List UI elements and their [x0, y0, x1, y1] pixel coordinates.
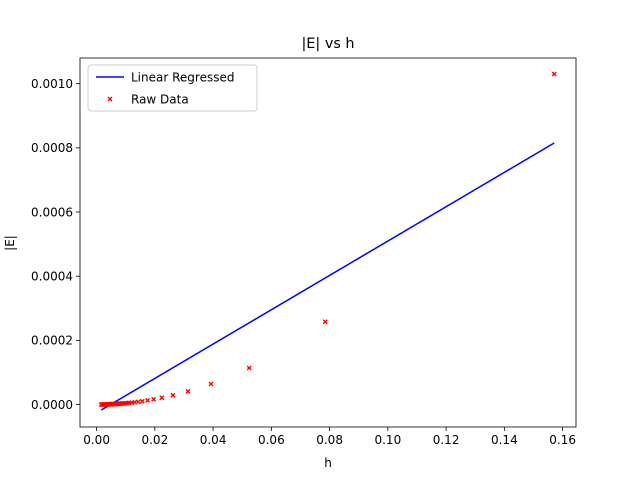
chart-title: |E| vs h: [301, 36, 354, 52]
x-axis-label: h: [324, 456, 332, 470]
x-axis-ticks: 0.00 0.02 0.04 0.06 0.08 0.10 0.12 0.14 0.16: [83, 427, 576, 447]
y-tick-label: 0.0002: [31, 334, 73, 348]
raw-data-point: [246, 365, 252, 371]
x-tick-label: 0.08: [316, 433, 343, 447]
x-tick-label: 0.06: [258, 433, 285, 447]
plot-frame: [79, 57, 577, 428]
raw-data-point: [159, 395, 165, 401]
raw-data-point: [151, 396, 157, 402]
y-axis-label: |E|: [3, 235, 17, 251]
x-tick-label: 0.16: [549, 433, 576, 447]
y-tick-label: 0.0000: [31, 398, 73, 412]
raw-data-point: [551, 71, 557, 77]
raw-data-point: [170, 392, 176, 398]
y-tick-label: 0.0008: [31, 141, 73, 155]
x-tick-label: 0.02: [141, 433, 168, 447]
raw-data-point: [322, 319, 328, 325]
x-tick-label: 0.00: [83, 433, 110, 447]
x-tick-label: 0.04: [200, 433, 227, 447]
raw-data-point: [139, 398, 145, 404]
y-tick-label: 0.0004: [31, 269, 73, 283]
raw-data-point: [98, 402, 104, 408]
raw-data-point: [185, 388, 191, 394]
x-tick-label: 0.14: [491, 433, 518, 447]
x-tick-label: 0.10: [374, 433, 401, 447]
legend-marker-swatch: [107, 96, 113, 102]
y-tick-label: 0.0010: [31, 77, 73, 91]
regression-line: [100, 142, 555, 411]
legend: Linear Regressed Raw Data: [87, 64, 258, 112]
raw-data-point: [208, 381, 214, 387]
legend-box: [87, 64, 258, 112]
x-tick-label: 0.12: [433, 433, 460, 447]
plot-area: [98, 71, 557, 411]
legend-label: Linear Regressed: [131, 70, 234, 84]
y-tick-label: 0.0006: [31, 205, 73, 219]
y-axis-ticks: 0.0000 0.0002 0.0004 0.0006 0.0008 0.0010: [31, 77, 80, 412]
raw-data-point: [145, 397, 151, 403]
legend-label: Raw Data: [131, 92, 189, 106]
